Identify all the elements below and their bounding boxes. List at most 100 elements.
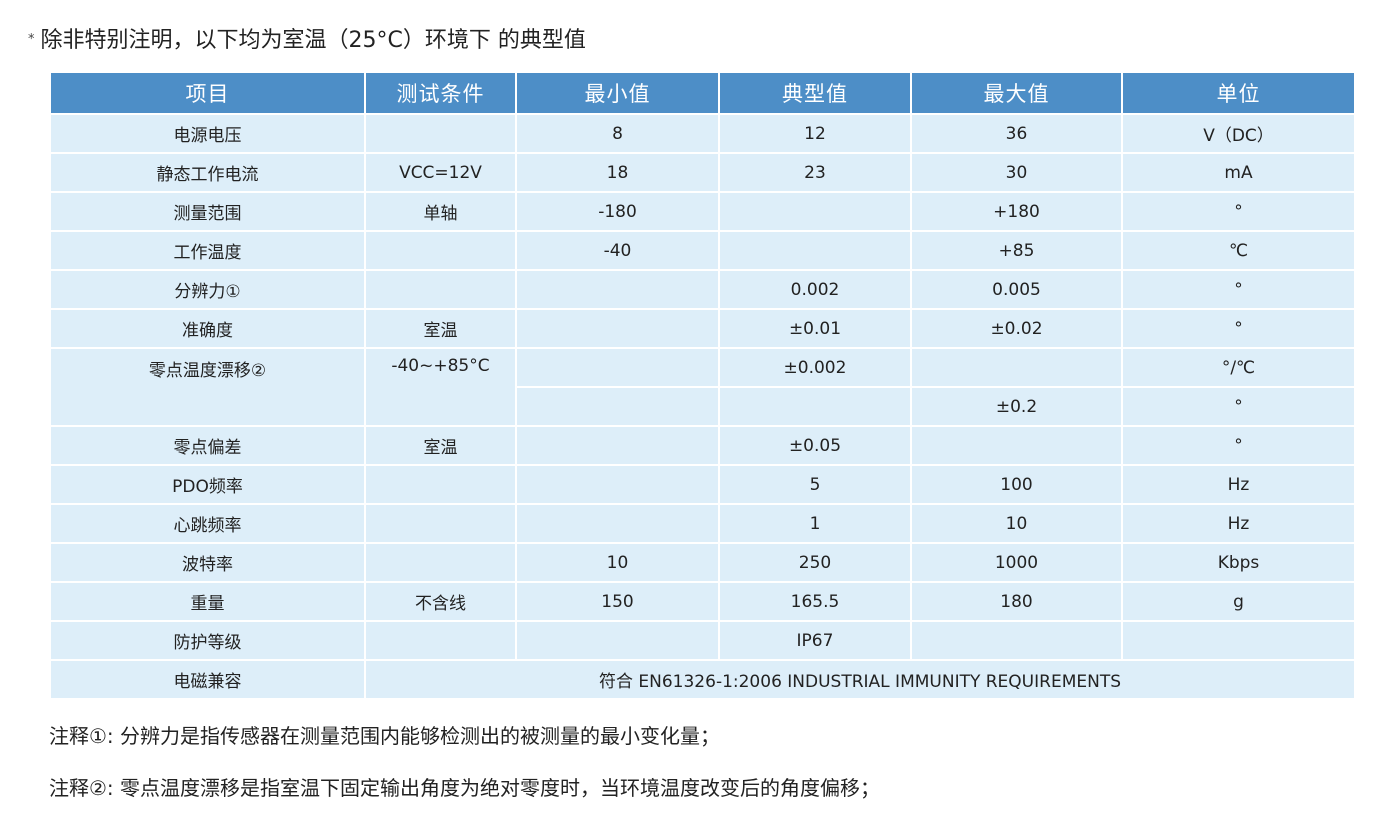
cell-item: 零点温度漂移② xyxy=(51,349,364,425)
cell-max xyxy=(912,622,1121,659)
cell-unit: ° xyxy=(1123,271,1354,308)
cell-condition: VCC=12V xyxy=(366,154,515,191)
cell-min: -40 xyxy=(517,232,718,269)
cell-condition: 室温 xyxy=(366,427,515,464)
cell-unit: ° xyxy=(1123,193,1354,230)
table-row: 测量范围 单轴 -180 +180 ° xyxy=(51,193,1354,230)
cell-unit: ° xyxy=(1123,388,1354,425)
cell-item: 准确度 xyxy=(51,310,364,347)
cell-item: 波特率 xyxy=(51,544,364,581)
cell-max: 1000 xyxy=(912,544,1121,581)
cell-typ: 1 xyxy=(720,505,910,542)
cell-typ: 165.5 xyxy=(720,583,910,620)
cell-typ: ±0.05 xyxy=(720,427,910,464)
cell-unit: ° xyxy=(1123,310,1354,347)
table-row: 电磁兼容 符合 EN61326-1:2006 INDUSTRIAL IMMUNI… xyxy=(51,661,1354,698)
column-header-unit: 单位 xyxy=(1123,73,1354,113)
cell-typ xyxy=(720,193,910,230)
cell-item: 防护等级 xyxy=(51,622,364,659)
cell-max: 0.005 xyxy=(912,271,1121,308)
cell-max: 10 xyxy=(912,505,1121,542)
table-row: 波特率 10 250 1000 Kbps xyxy=(51,544,1354,581)
cell-condition xyxy=(366,232,515,269)
cell-typ: ±0.01 xyxy=(720,310,910,347)
cell-item: 心跳频率 xyxy=(51,505,364,542)
table-row: PDO频率 5 100 Hz xyxy=(51,466,1354,503)
cell-max: 36 xyxy=(912,115,1121,152)
cell-min xyxy=(517,427,718,464)
cell-item: 分辨力① xyxy=(51,271,364,308)
header-note: * 除非特别注明，以下均为室温（25°C）环境下 的典型值 xyxy=(28,22,586,54)
cell-max: 100 xyxy=(912,466,1121,503)
cell-typ: 12 xyxy=(720,115,910,152)
table-row: 准确度 室温 ±0.01 ±0.02 ° xyxy=(51,310,1354,347)
cell-item: 零点偏差 xyxy=(51,427,364,464)
cell-item: PDO频率 xyxy=(51,466,364,503)
cell-condition xyxy=(366,544,515,581)
spec-table: 项目 测试条件 最小值 典型值 最大值 单位 电源电压 8 12 36 V（DC… xyxy=(49,71,1356,700)
cell-unit: ℃ xyxy=(1123,232,1354,269)
footnote-2: 注释②: 零点温度漂移是指室温下固定输出角度为绝对零度时，当环境温度改变后的角度… xyxy=(49,776,881,800)
cell-max: 180 xyxy=(912,583,1121,620)
cell-unit: °/℃ xyxy=(1123,349,1354,386)
table-header-row: 项目 测试条件 最小值 典型值 最大值 单位 xyxy=(51,73,1354,113)
column-header-min: 最小值 xyxy=(517,73,718,113)
cell-min xyxy=(517,622,718,659)
cell-typ: ±0.002 xyxy=(720,349,910,386)
cell-condition: 室温 xyxy=(366,310,515,347)
cell-max: +180 xyxy=(912,193,1121,230)
cell-item: 工作温度 xyxy=(51,232,364,269)
cell-max xyxy=(912,427,1121,464)
cell-max: 30 xyxy=(912,154,1121,191)
cell-min: 18 xyxy=(517,154,718,191)
table-row: 零点偏差 室温 ±0.05 ° xyxy=(51,427,1354,464)
cell-condition: 单轴 xyxy=(366,193,515,230)
cell-unit: g xyxy=(1123,583,1354,620)
cell-min xyxy=(517,505,718,542)
cell-condition xyxy=(366,622,515,659)
table-row: 静态工作电流 VCC=12V 18 23 30 mA xyxy=(51,154,1354,191)
cell-unit: Kbps xyxy=(1123,544,1354,581)
table-row: ±0.2 ° xyxy=(51,388,1354,425)
cell-item: 电源电压 xyxy=(51,115,364,152)
cell-min xyxy=(517,310,718,347)
table-row: 工作温度 -40 +85 ℃ xyxy=(51,232,1354,269)
cell-max: ±0.2 xyxy=(912,388,1121,425)
cell-max xyxy=(912,349,1121,386)
asterisk-marker: * xyxy=(28,32,35,47)
cell-item: 测量范围 xyxy=(51,193,364,230)
cell-typ xyxy=(720,388,910,425)
cell-typ xyxy=(720,232,910,269)
cell-condition: 不含线 xyxy=(366,583,515,620)
cell-unit xyxy=(1123,622,1354,659)
cell-typ: 250 xyxy=(720,544,910,581)
header-note-text: 除非特别注明，以下均为室温（25°C）环境下 的典型值 xyxy=(40,28,586,53)
cell-min: -180 xyxy=(517,193,718,230)
cell-item: 静态工作电流 xyxy=(51,154,364,191)
cell-min: 10 xyxy=(517,544,718,581)
cell-typ: 23 xyxy=(720,154,910,191)
cell-unit: Hz xyxy=(1123,505,1354,542)
footnote-1: 注释①: 分辨力是指传感器在测量范围内能够检测出的被测量的最小变化量； xyxy=(49,724,721,748)
cell-max: +85 xyxy=(912,232,1121,269)
column-header-item: 项目 xyxy=(51,73,364,113)
table-row: 电源电压 8 12 36 V（DC） xyxy=(51,115,1354,152)
cell-unit: V（DC） xyxy=(1123,115,1354,152)
column-header-condition: 测试条件 xyxy=(366,73,515,113)
cell-min: 150 xyxy=(517,583,718,620)
cell-min xyxy=(517,271,718,308)
cell-min: 8 xyxy=(517,115,718,152)
cell-condition: -40~+85°C xyxy=(366,349,515,425)
cell-condition xyxy=(366,466,515,503)
cell-typ: 5 xyxy=(720,466,910,503)
cell-min xyxy=(517,388,718,425)
cell-emc-value: 符合 EN61326-1:2006 INDUSTRIAL IMMUNITY RE… xyxy=(366,661,1354,698)
cell-condition xyxy=(366,115,515,152)
column-header-typ: 典型值 xyxy=(720,73,910,113)
cell-min xyxy=(517,466,718,503)
cell-max: ±0.02 xyxy=(912,310,1121,347)
column-header-max: 最大值 xyxy=(912,73,1121,113)
cell-unit: mA xyxy=(1123,154,1354,191)
table-row: 零点温度漂移② -40~+85°C ±0.002 °/℃ xyxy=(51,349,1354,425)
cell-typ: 0.002 xyxy=(720,271,910,308)
